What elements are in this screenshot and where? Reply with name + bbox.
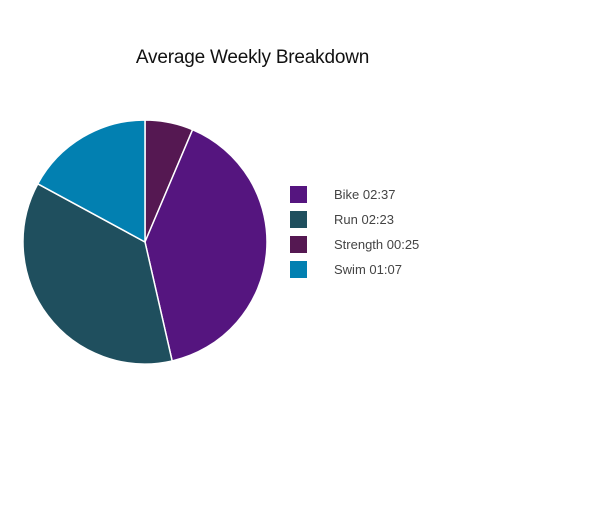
legend-label-swim: Swim 01:07 — [334, 262, 402, 277]
pie-slice-run[interactable] — [22, 183, 173, 365]
legend: Bike 02:37 Run 02:23 Strength 00:25 Swim… — [290, 186, 419, 286]
legend-item-bike[interactable]: Bike 02:37 — [290, 186, 419, 211]
legend-swatch-run — [290, 211, 307, 228]
pie-slice-bike[interactable] — [144, 128, 268, 362]
legend-label-strength: Strength 00:25 — [334, 237, 420, 252]
legend-item-strength[interactable]: Strength 00:25 — [290, 236, 419, 261]
legend-item-swim[interactable]: Swim 01:07 — [290, 261, 419, 286]
chart-title: Average Weekly Breakdown — [135, 47, 370, 68]
legend-swatch-swim — [290, 261, 307, 278]
legend-item-run[interactable]: Run 02:23 — [290, 211, 419, 236]
legend-label-run: Run 02:23 — [334, 212, 394, 227]
pie-slice-swim[interactable] — [37, 119, 146, 243]
legend-swatch-bike — [290, 186, 307, 203]
legend-swatch-strength — [290, 236, 307, 253]
legend-label-bike: Bike 02:37 — [334, 187, 396, 202]
